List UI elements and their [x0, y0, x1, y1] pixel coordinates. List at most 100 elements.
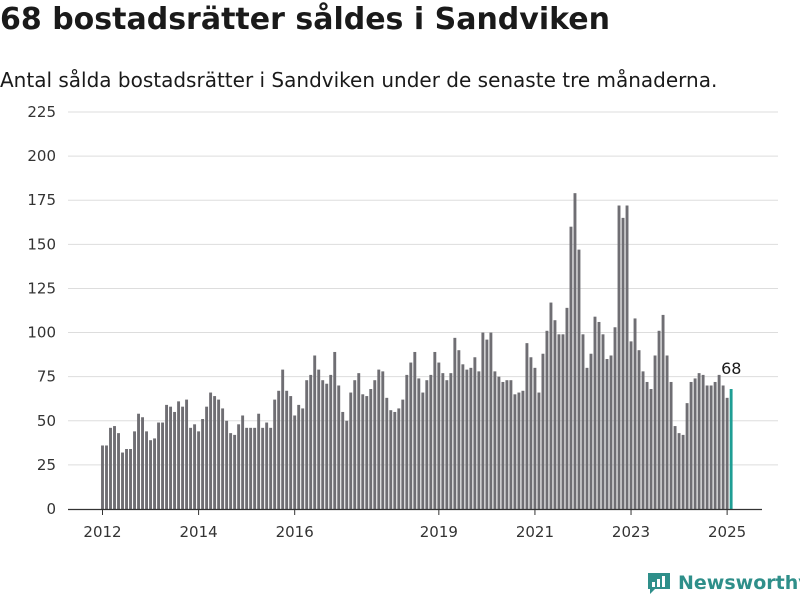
bar [381, 371, 385, 509]
bars [101, 193, 733, 510]
bar [645, 381, 649, 509]
bar [485, 339, 489, 509]
bar [249, 427, 253, 509]
bar [649, 389, 653, 509]
bar [513, 394, 517, 509]
bar [385, 397, 389, 509]
bar [109, 427, 112, 509]
x-tick-label: 2012 [83, 523, 121, 541]
bar [441, 373, 445, 509]
bar [241, 415, 245, 509]
brand-logo: Newsworthy [646, 570, 800, 596]
bar [117, 433, 120, 509]
y-tick-label: 50 [37, 412, 56, 430]
bar [637, 350, 641, 509]
bar [325, 383, 329, 509]
bar [557, 334, 561, 509]
bar [521, 390, 525, 509]
bar [709, 385, 713, 509]
bar [609, 355, 613, 509]
bar [165, 404, 169, 509]
bar [345, 420, 349, 509]
bar [457, 350, 461, 509]
bar [597, 321, 601, 509]
bar [477, 371, 481, 509]
bar [449, 373, 453, 509]
y-tick-label: 75 [37, 368, 56, 386]
bar [153, 438, 157, 509]
bar [541, 353, 545, 509]
bar [421, 392, 425, 509]
bar [289, 396, 293, 509]
bar [697, 373, 701, 509]
bar [293, 415, 297, 509]
bar [665, 355, 669, 509]
bar [221, 408, 225, 509]
bar [129, 449, 132, 509]
bar [413, 351, 417, 509]
bar [601, 334, 605, 509]
bar [145, 431, 148, 509]
y-tick-label: 0 [46, 500, 56, 518]
bar [393, 411, 397, 509]
bar [605, 359, 609, 509]
bar [465, 369, 469, 509]
bar [705, 385, 709, 509]
x-axis-ticks: 2012 2014 2016 2019 2021 2023 2025 [83, 509, 746, 541]
bar [681, 434, 685, 509]
bar [537, 392, 541, 509]
bar [321, 380, 325, 509]
bar [309, 374, 313, 509]
bar [401, 399, 405, 509]
bar [269, 427, 273, 509]
bar [617, 205, 621, 509]
bar [213, 396, 217, 509]
bar [621, 217, 625, 509]
bar [509, 380, 513, 509]
bar [589, 353, 593, 509]
bar [217, 399, 221, 509]
bar [341, 411, 345, 509]
bar [113, 426, 116, 509]
bar [361, 394, 365, 509]
bar [185, 399, 189, 509]
bar [373, 380, 377, 509]
bar [553, 320, 557, 509]
bar [517, 392, 521, 509]
bar [161, 422, 165, 509]
bar [437, 362, 441, 509]
bar [281, 369, 285, 509]
bar [429, 374, 433, 509]
bar [673, 426, 677, 509]
y-tick-label: 125 [27, 279, 56, 297]
bar [133, 431, 136, 509]
bar [285, 390, 289, 509]
bar [689, 381, 693, 509]
bar [453, 337, 457, 509]
bar [461, 364, 465, 509]
bar [237, 424, 241, 509]
bar [701, 374, 705, 509]
bar [677, 433, 681, 509]
chart-title: 68 bostadsrätter såldes i Sandviken [0, 2, 610, 37]
bar [657, 330, 661, 509]
bar [253, 427, 257, 509]
bar [425, 380, 429, 509]
bar [545, 330, 549, 509]
bar [149, 440, 152, 509]
bar [629, 341, 633, 509]
bar [473, 357, 477, 509]
x-tick-label: 2025 [708, 523, 746, 541]
bar [501, 381, 505, 509]
bar [141, 417, 144, 509]
bar [445, 380, 449, 509]
x-tick-label: 2023 [612, 523, 650, 541]
bar [685, 403, 689, 509]
brand-name: Newsworthy [678, 572, 800, 594]
bar [561, 334, 565, 509]
bar [369, 389, 373, 509]
bar [189, 427, 193, 509]
bar [669, 381, 673, 509]
bar [173, 411, 177, 509]
